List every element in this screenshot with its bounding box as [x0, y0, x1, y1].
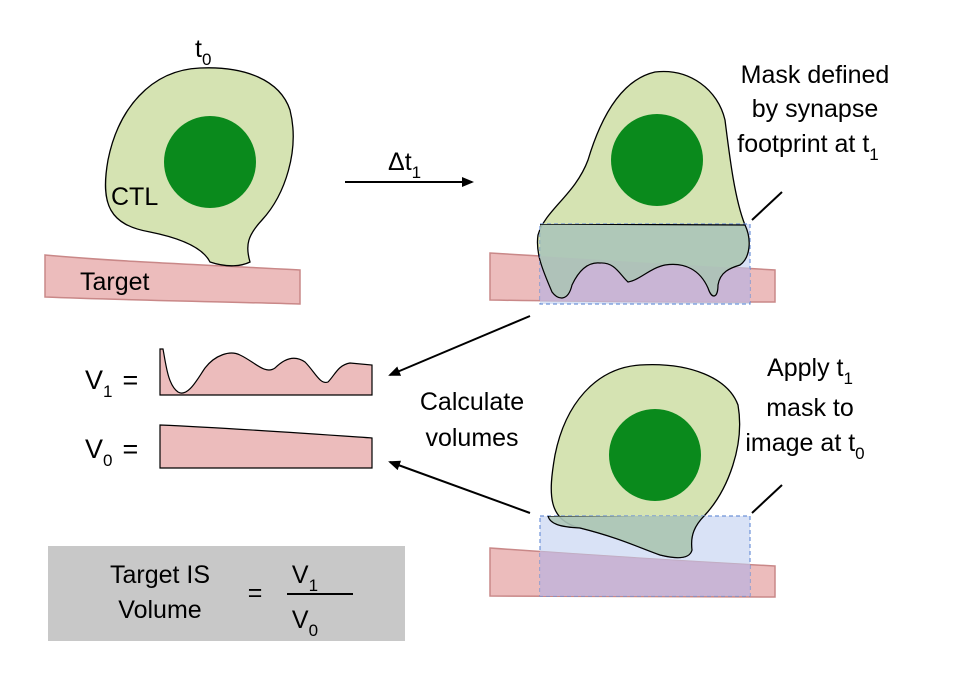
- panel-t0: [44, 67, 301, 305]
- delta-t-label: Δt1: [388, 148, 421, 182]
- v0-shape: [159, 424, 373, 469]
- svg-text:volumes: volumes: [425, 424, 518, 452]
- nucleus-t1: [611, 114, 703, 206]
- svg-text:mask to: mask to: [766, 394, 854, 422]
- apply-mask-pointer: [751, 484, 783, 514]
- svg-text:image at t0: image at t0: [745, 429, 864, 463]
- panel-t1: [489, 70, 776, 305]
- target-cell-t0: [44, 254, 301, 305]
- v1-label: V1 =: [85, 365, 138, 401]
- nucleus-t0: [164, 116, 256, 208]
- target-label: Target: [80, 268, 150, 296]
- svg-text:V1: V1: [292, 561, 318, 595]
- calculate-volumes-label: Calculate volumes: [420, 388, 524, 452]
- svg-text:Calculate: Calculate: [420, 388, 524, 416]
- mask-cell-overlap-t0: [547, 516, 705, 559]
- apply-mask-label: Apply t1 mask to image at t0: [745, 354, 864, 463]
- panel-t0-masked: [489, 363, 776, 598]
- mask-defined-pointer: [751, 191, 783, 221]
- arrow-to-v0: [388, 460, 531, 514]
- v1-shape: [159, 348, 373, 396]
- mask-cell-overlap-t1: [540, 224, 750, 299]
- mask-defined-label: Mask defined by synapse footprint at t1: [737, 61, 889, 164]
- arrow-to-v1: [388, 315, 531, 376]
- t0-label: t0: [195, 35, 211, 69]
- svg-text:Apply t1: Apply t1: [767, 354, 853, 388]
- svg-text:V0: V0: [292, 606, 318, 640]
- svg-text:Volume: Volume: [118, 596, 201, 624]
- svg-text:Target IS: Target IS: [110, 561, 210, 589]
- ctl-label: CTL: [111, 183, 158, 211]
- svg-text:=: =: [248, 579, 263, 607]
- result-formula-box: Target IS Volume = V1 V0: [48, 546, 405, 641]
- svg-text:Mask defined: Mask defined: [741, 61, 890, 89]
- nucleus-t0-masked: [609, 409, 701, 501]
- mask-target-overlap-t0: [540, 551, 750, 596]
- svg-text:by synapse: by synapse: [752, 95, 878, 123]
- v0-label: V0 =: [85, 434, 138, 470]
- svg-text:footprint at t1: footprint at t1: [737, 130, 879, 164]
